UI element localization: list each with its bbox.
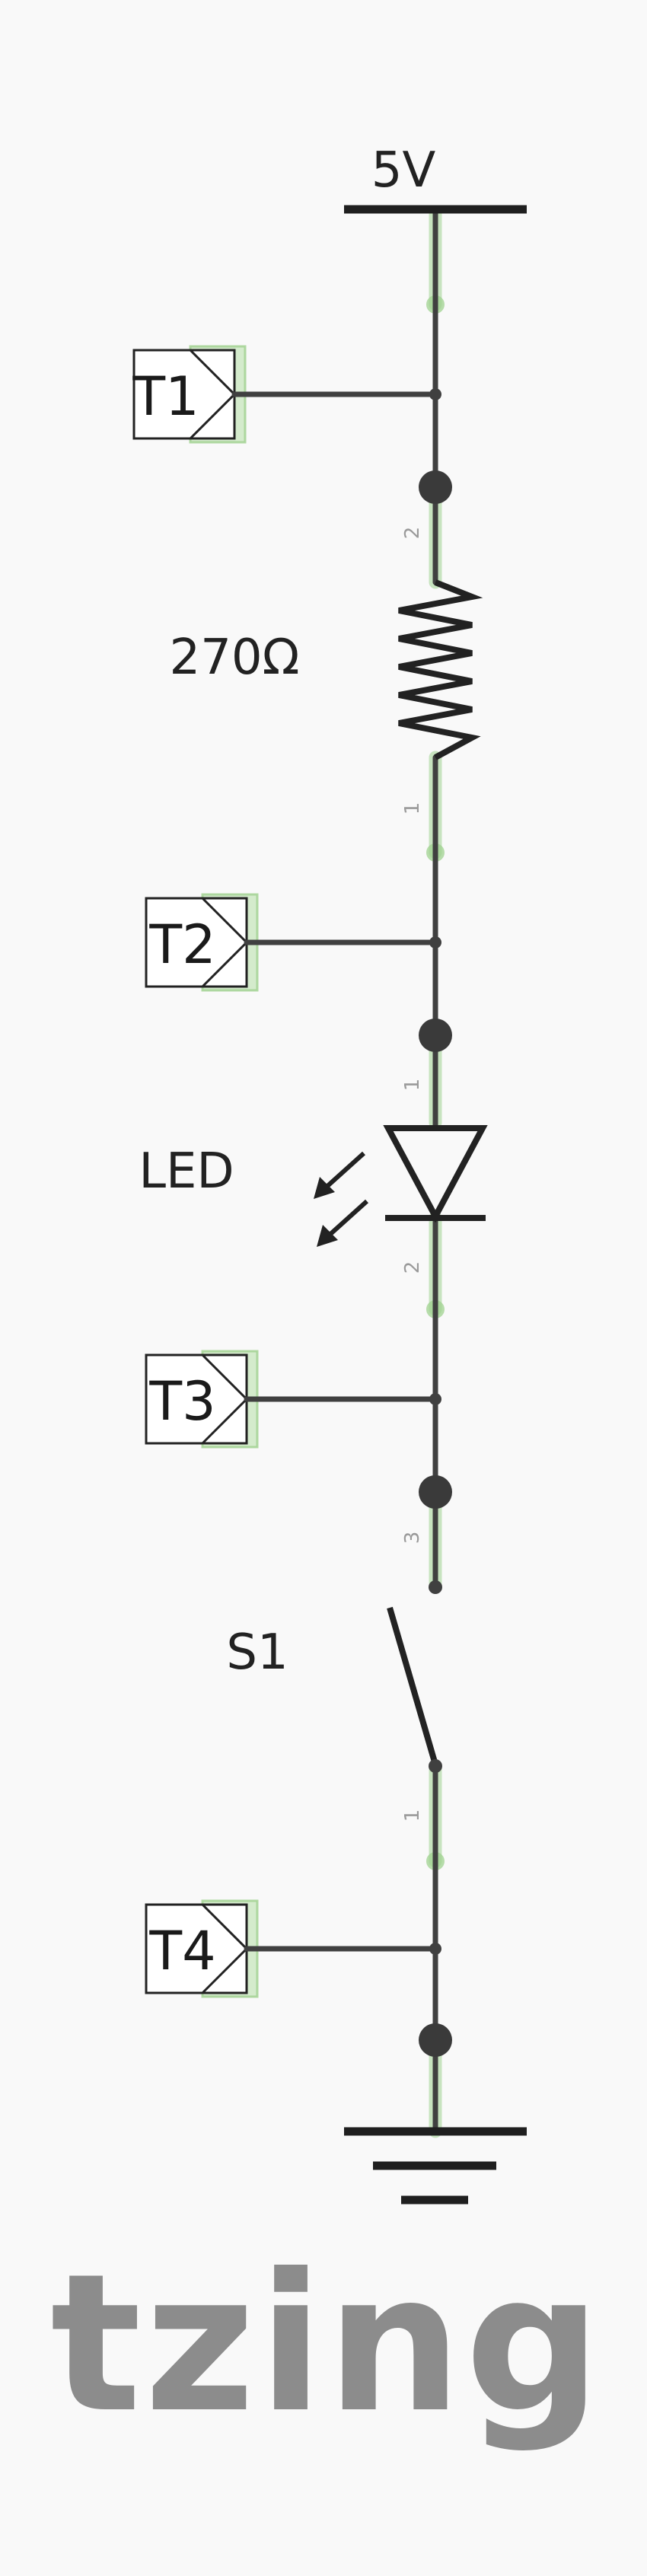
switch-lever [387,1606,438,1766]
terminal-t2-label: T2 [148,913,215,976]
resistor-pin-1-label: 1 [401,802,424,815]
led-arrow-2-head [317,1225,338,1247]
switch-s1: S1 3 1 [226,1532,442,1822]
led-triangle [383,1125,488,1223]
terminal-t3-box [145,1353,248,1445]
resistor-label: 270Ω [169,630,299,686]
led-pin-1-label: 1 [401,1079,424,1092]
junction-dot [419,1475,452,1509]
junction-dot [419,2023,452,2057]
terminal-t3-label: T3 [148,1370,215,1433]
led-label: LED [139,1143,234,1200]
ground-symbol [344,2127,527,2205]
switch-contact-top [429,1580,442,1594]
resistor-pin-2-label: 2 [401,527,424,540]
resistor-symbol [398,579,483,760]
supply-label: 5V [371,142,436,199]
junction-dot [419,1019,452,1052]
terminal-t2[interactable]: T2 [145,893,438,992]
terminal-t4[interactable]: T4 [145,1899,438,1998]
logo-text: tzing [50,2233,604,2454]
tzing-logo: tzing [50,2233,604,2454]
resistor-270: 270Ω 2 1 [169,527,483,815]
switch-label: S1 [226,1624,288,1681]
terminal-t1[interactable]: T1 [132,345,438,444]
switch-pin-1-label: 1 [401,1809,424,1822]
led-emission-arrows [314,1151,369,1247]
terminal-t1-box [132,349,236,440]
led-arrow-2 [327,1199,369,1238]
led-arrow-1 [324,1151,366,1190]
led-pin-2-label: 2 [401,1261,424,1274]
switch-contact-bottom [429,1759,442,1773]
terminal-t1-label: T1 [132,365,199,428]
switch-pin-3-label: 3 [401,1532,424,1545]
terminal-t4-box [145,1903,248,1994]
terminal-t2-box [145,897,248,988]
junction-dot [419,470,452,504]
terminal-t4-label: T4 [148,1920,215,1982]
led-arrow-1-head [314,1177,335,1199]
junctions [419,388,452,2057]
led: LED 1 2 [139,1079,488,1274]
supply-5v: 5V [344,142,527,214]
terminal-t3[interactable]: T3 [145,1350,438,1449]
